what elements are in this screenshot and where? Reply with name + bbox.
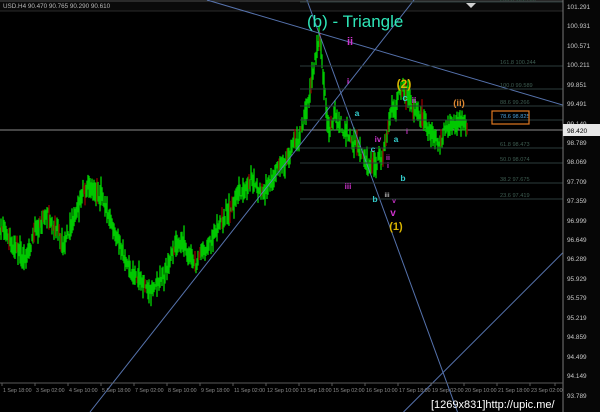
- svg-text:9 Sep 18:00: 9 Sep 18:00: [201, 388, 230, 394]
- svg-text:a: a: [394, 134, 399, 144]
- svg-text:iii: iii: [384, 193, 389, 199]
- svg-text:161.8 100.244: 161.8 100.244: [500, 60, 536, 66]
- svg-text:96.649: 96.649: [567, 237, 587, 244]
- svg-text:99.491: 99.491: [567, 101, 587, 108]
- svg-text:iii: iii: [345, 182, 352, 191]
- svg-text:78.6 98.825: 78.6 98.825: [500, 114, 530, 120]
- svg-text:i: i: [347, 76, 349, 86]
- svg-text:iv: iv: [375, 135, 382, 144]
- svg-text:15 Sep 02:00: 15 Sep 02:00: [333, 388, 365, 394]
- svg-text:(1): (1): [389, 221, 403, 233]
- svg-text:98.420: 98.420: [567, 128, 588, 135]
- svg-text:a: a: [355, 108, 360, 118]
- svg-text:200.0 101.756: 200.0 101.756: [500, 0, 536, 3]
- svg-text:88.6 99.266: 88.6 99.266: [500, 100, 530, 106]
- svg-text:8 Sep 10:00: 8 Sep 10:00: [168, 388, 197, 394]
- svg-text:ii: ii: [347, 36, 353, 48]
- svg-text:19 Sep 02:00: 19 Sep 02:00: [432, 388, 464, 394]
- svg-text:ii: ii: [412, 95, 417, 105]
- svg-text:96.999: 96.999: [567, 218, 587, 225]
- svg-text:100.571: 100.571: [567, 43, 591, 50]
- svg-text:c: c: [371, 144, 376, 154]
- svg-text:4 Sep 10:00: 4 Sep 10:00: [69, 388, 98, 394]
- svg-text:61.8 98.473: 61.8 98.473: [500, 142, 530, 148]
- svg-text:97.709: 97.709: [567, 179, 587, 186]
- svg-text:97.359: 97.359: [567, 198, 587, 205]
- svg-text:100.0 99.589: 100.0 99.589: [500, 83, 533, 89]
- svg-text:USD.H4 90.470 90.765 90.290: USD.H4 90.470 90.765 90.290 90.610: [3, 3, 111, 10]
- svg-text:100.931: 100.931: [567, 23, 591, 30]
- svg-text:(b) - Triangle: (b) - Triangle: [307, 12, 403, 31]
- svg-text:50.0 98.074: 50.0 98.074: [500, 157, 530, 163]
- svg-text:ii: ii: [386, 155, 390, 162]
- svg-text:1 Sep 18:00: 1 Sep 18:00: [3, 388, 32, 394]
- svg-text:23.6 97.419: 23.6 97.419: [500, 193, 530, 199]
- svg-text:12 Sep 10:00: 12 Sep 10:00: [267, 388, 299, 394]
- svg-text:5 Sep 18:00: 5 Sep 18:00: [102, 388, 131, 394]
- svg-text:v: v: [392, 198, 396, 205]
- svg-text:20 Sep 10:00: 20 Sep 10:00: [465, 388, 497, 394]
- svg-text:11 Sep 02:00: 11 Sep 02:00: [234, 388, 265, 394]
- svg-text:23 Sep 02:00: 23 Sep 02:00: [531, 388, 563, 394]
- svg-text:99.851: 99.851: [567, 82, 587, 89]
- svg-text:i: i: [387, 163, 389, 170]
- svg-text:95.219: 95.219: [567, 315, 587, 322]
- svg-text:(ii): (ii): [453, 98, 465, 109]
- svg-text:101.291: 101.291: [567, 4, 591, 11]
- svg-text:17 Sep 18:00: 17 Sep 18:00: [399, 388, 431, 394]
- svg-text:95.929: 95.929: [567, 276, 587, 283]
- svg-text:[1269x831]http://upic.me/: [1269x831]http://upic.me/: [431, 399, 555, 411]
- svg-text:7 Sep 02:00: 7 Sep 02:00: [135, 388, 164, 394]
- svg-text:b: b: [372, 194, 377, 204]
- svg-text:3 Sep 02:00: 3 Sep 02:00: [36, 388, 65, 394]
- svg-text:96.289: 96.289: [567, 256, 587, 263]
- svg-text:16 Sep 10:00: 16 Sep 10:00: [366, 388, 398, 394]
- svg-text:b: b: [400, 173, 405, 183]
- svg-text:38.2 97.675: 38.2 97.675: [500, 177, 530, 183]
- svg-text:100.211: 100.211: [567, 62, 590, 69]
- svg-text:v: v: [390, 208, 396, 219]
- svg-text:94.499: 94.499: [567, 354, 587, 361]
- svg-text:94.859: 94.859: [567, 334, 587, 341]
- svg-text:98.069: 98.069: [567, 159, 587, 166]
- svg-text:98.789: 98.789: [567, 140, 587, 147]
- svg-text:93.789: 93.789: [567, 393, 587, 400]
- svg-text:c: c: [402, 93, 407, 104]
- svg-text:13 Sep 18:00: 13 Sep 18:00: [300, 388, 332, 394]
- svg-text:94.149: 94.149: [567, 373, 587, 380]
- svg-text:i: i: [406, 129, 408, 136]
- svg-text:(2): (2): [397, 77, 412, 91]
- svg-text:95.579: 95.579: [567, 295, 587, 302]
- svg-text:21 Sep 18:00: 21 Sep 18:00: [498, 388, 530, 394]
